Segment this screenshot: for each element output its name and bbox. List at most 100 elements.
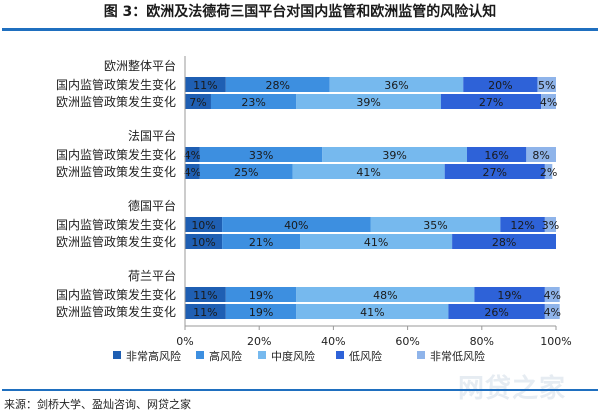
source-note: 来源：剑桥大学、盈灿咨询、网贷之家: [4, 398, 191, 411]
legend-swatch: [258, 351, 266, 359]
bar-segment: [225, 77, 330, 92]
data-label: 19%: [249, 306, 273, 319]
x-tick-label: 0%: [176, 335, 193, 348]
bar-segment: [526, 147, 556, 162]
data-label: 11%: [193, 79, 217, 92]
data-label: 27%: [483, 166, 507, 179]
x-tick-label: 100%: [540, 335, 571, 348]
data-label: 3%: [542, 219, 559, 232]
legend-label: 非常低风险: [430, 349, 485, 363]
data-label: 16%: [484, 149, 508, 162]
x-tick-label: 40%: [321, 335, 345, 348]
bar-segment: [185, 77, 226, 92]
bar-segment: [185, 164, 200, 179]
data-label: 10%: [191, 219, 215, 232]
bar-segment: [452, 234, 556, 249]
data-label: 19%: [497, 289, 521, 302]
legend-swatch: [417, 351, 425, 359]
data-label: 4%: [540, 96, 557, 109]
bar-segment: [440, 94, 542, 109]
group-label: 法国平台: [128, 128, 176, 143]
bar-segment: [544, 287, 560, 302]
bar-segment: [185, 147, 200, 162]
data-label: 41%: [364, 236, 388, 249]
row-label: 欧洲监管政策发生变化: [56, 234, 176, 249]
legend-label: 高风险: [209, 349, 242, 363]
legend-swatch: [336, 351, 344, 359]
data-label: 11%: [193, 289, 217, 302]
bar-segment: [544, 217, 556, 232]
bar-segment: [448, 304, 545, 319]
bar-segment: [541, 94, 556, 109]
bottom-rule: [2, 389, 598, 391]
bar-segment: [544, 304, 560, 319]
x-tick-label: 60%: [395, 335, 419, 348]
data-label: 12%: [510, 219, 534, 232]
data-label: 23%: [241, 96, 265, 109]
bar-segment: [329, 77, 464, 92]
watermark-logo: 网贷之家: [458, 374, 567, 404]
bar-segment: [322, 147, 467, 162]
data-label: 21%: [249, 236, 273, 249]
bar-segment: [444, 164, 545, 179]
data-label: 20%: [488, 79, 512, 92]
data-label: 4%: [544, 306, 561, 319]
bar-segment: [292, 164, 445, 179]
data-label: 36%: [384, 79, 408, 92]
data-label: 35%: [423, 219, 447, 232]
bar-segment: [463, 77, 538, 92]
data-label: 39%: [356, 96, 380, 109]
bar-segment: [222, 217, 371, 232]
data-label: 5%: [538, 79, 555, 92]
row-label: 国内监管政策发生变化: [56, 217, 176, 232]
data-label: 4%: [184, 149, 201, 162]
legend-swatch: [196, 351, 204, 359]
bar-segment: [296, 304, 449, 319]
top-rule: [2, 28, 598, 31]
bar-segment: [225, 287, 297, 302]
legend-label: 非常高风险: [126, 349, 181, 363]
data-label: 4%: [544, 289, 561, 302]
bar-segment: [199, 147, 323, 162]
bar-segment: [544, 164, 553, 179]
bar-segment: [185, 94, 211, 109]
row-label: 国内监管政策发生变化: [56, 287, 176, 302]
data-label: 11%: [193, 306, 217, 319]
data-label: 10%: [191, 236, 215, 249]
legend-swatch: [113, 351, 121, 359]
chart-title: 图 3：欧洲及法德荷三国平台对国内监管和欧洲监管的风险认知: [103, 4, 497, 20]
bar-segment: [185, 234, 223, 249]
group-label: 德国平台: [128, 198, 176, 213]
bar-segment: [500, 217, 545, 232]
bar-segment: [185, 217, 223, 232]
data-label: 25%: [234, 166, 258, 179]
data-label: 33%: [249, 149, 273, 162]
bar-segment: [296, 287, 475, 302]
bar-segment: [210, 94, 297, 109]
data-label: 4%: [184, 166, 201, 179]
data-label: 39%: [382, 149, 406, 162]
data-label: 19%: [249, 289, 273, 302]
data-label: 2%: [540, 166, 557, 179]
row-label: 国内监管政策发生变化: [56, 77, 176, 92]
bar-segment: [466, 147, 527, 162]
group-label: 欧洲整体平台: [104, 58, 176, 73]
row-label: 欧洲监管政策发生变化: [56, 164, 176, 179]
data-label: 27%: [479, 96, 503, 109]
bar-segment: [370, 217, 501, 232]
x-tick-label: 20%: [247, 335, 271, 348]
data-label: 41%: [360, 306, 384, 319]
data-label: 7%: [189, 96, 206, 109]
bar-segment: [185, 304, 226, 319]
legend-label: 低风险: [349, 349, 382, 363]
data-label: 48%: [373, 289, 397, 302]
row-label: 欧洲监管政策发生变化: [56, 94, 176, 109]
data-label: 40%: [284, 219, 308, 232]
group-label: 荷兰平台: [128, 268, 176, 283]
legend-label: 中度风险: [271, 349, 315, 363]
bar-segment: [296, 94, 441, 109]
bar-segment: [225, 304, 297, 319]
bar-segment: [474, 287, 545, 302]
data-label: 8%: [532, 149, 549, 162]
